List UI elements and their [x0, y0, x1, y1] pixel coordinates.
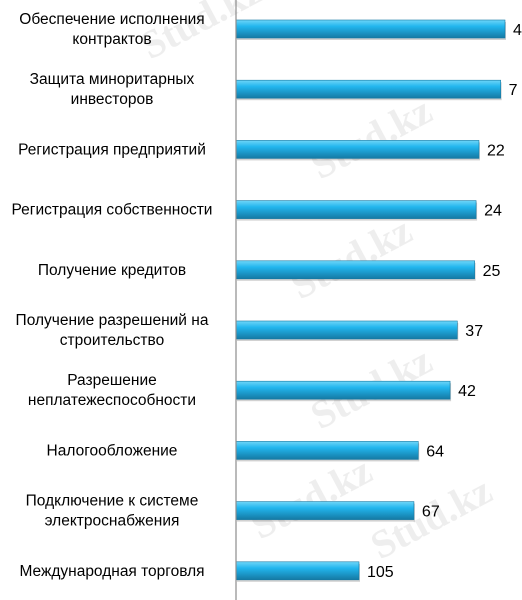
data-label: 37: [465, 323, 483, 340]
bar: [235, 200, 477, 219]
category-tick-line: Международная торговля: [19, 563, 204, 580]
category-tick-line: электроснабжения: [45, 513, 180, 530]
data-label: 105: [367, 564, 394, 581]
value-labels: 4 7 22 24 25 37 42 64 67 105: [367, 22, 522, 581]
category-tick-line: Обеспечение исполнения: [19, 11, 204, 28]
category-tick-label: Получение кредитов: [38, 262, 186, 279]
category-tick-label: Регистрация собственности: [12, 202, 213, 219]
bar: [235, 140, 480, 159]
data-label: 22: [487, 142, 505, 159]
data-label: 4: [513, 22, 522, 39]
category-tick-label: Защита миноритарных инвесторов: [30, 71, 195, 108]
category-tick-line: Налогообложение: [47, 442, 178, 459]
category-tick-line: Подключение к системе: [26, 493, 199, 510]
category-tick-line: неплатежеспособности: [28, 392, 196, 409]
category-tick-label: Регистрация предприятий: [18, 141, 206, 158]
data-label: 64: [426, 443, 444, 460]
category-tick-line: строительство: [60, 332, 164, 349]
data-label: 67: [422, 504, 440, 521]
data-label: 25: [483, 263, 501, 280]
bar: [235, 561, 360, 581]
bar: [235, 320, 458, 340]
data-label: 42: [458, 383, 476, 400]
category-tick-line: инвесторов: [71, 91, 154, 108]
bar: [235, 260, 475, 280]
category-labels: Обеспечение исполнения контрактов Защита м…: [12, 11, 213, 580]
category-tick-line: Разрешение: [67, 372, 157, 389]
category-tick-line: контрактов: [72, 31, 151, 48]
data-label: 24: [484, 203, 502, 220]
category-tick-line: Регистрация предприятий: [18, 141, 206, 158]
category-tick-label: Подключение к системе электроснабжения: [26, 493, 199, 530]
category-tick-line: Получение разрешений на: [16, 312, 209, 329]
category-tick-line: Регистрация собственности: [12, 202, 213, 219]
data-label: 7: [509, 82, 518, 99]
bar: [235, 441, 419, 460]
bar: [235, 380, 451, 400]
category-tick-line: Получение кредитов: [38, 262, 186, 279]
watermark-text: Stud.kz: [283, 207, 419, 308]
bar: [235, 79, 501, 99]
category-tick-label: Налогообложение: [47, 442, 178, 459]
category-tick-label: Обеспечение исполнения контрактов: [19, 11, 204, 48]
category-tick-line: Защита миноритарных: [30, 71, 195, 88]
watermark-text: Stud.kz: [303, 87, 439, 188]
bar: [235, 19, 506, 39]
category-tick-label: Разрешение неплатежеспособности: [28, 372, 196, 409]
category-tick-label: Международная торговля: [19, 563, 204, 580]
category-tick-label: Получение разрешений на строительство: [16, 312, 209, 349]
watermark-text: Stud.kz: [243, 447, 379, 548]
bars-layer: [235, 19, 506, 582]
bar: [235, 501, 415, 520]
